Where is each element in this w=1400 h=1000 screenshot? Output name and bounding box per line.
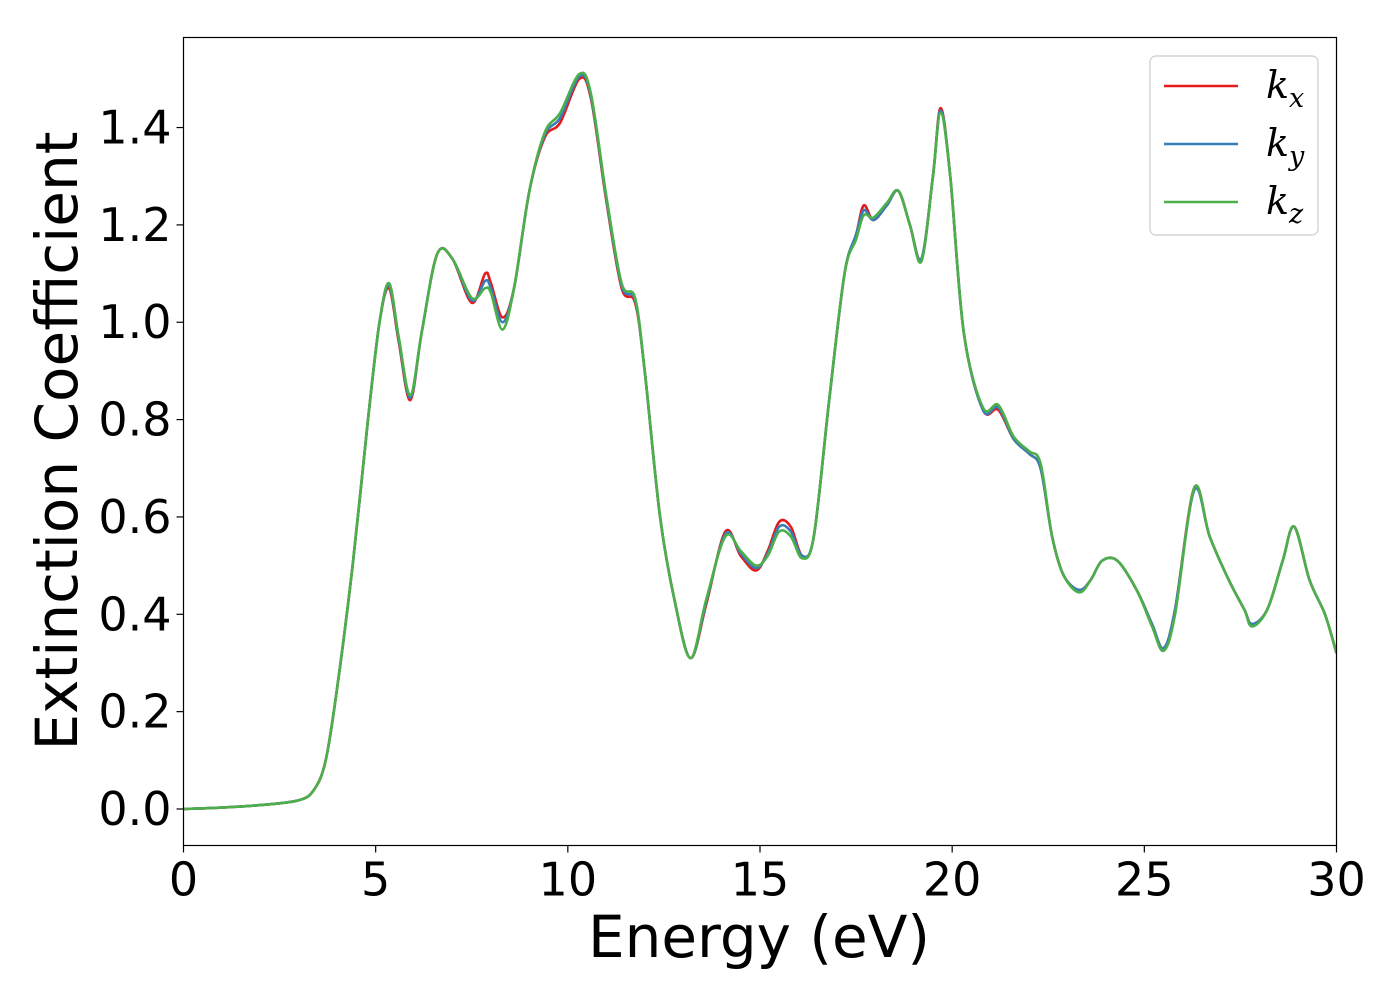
y-tick-label: 0.6 — [98, 490, 171, 544]
legend: kx ky kz — [1149, 55, 1319, 236]
legend-label: kz — [1266, 179, 1304, 230]
x-axis-title: Energy (eV) — [588, 903, 930, 971]
series-line-z — [183, 71, 1337, 811]
y-tick-label: 1.2 — [98, 198, 171, 252]
legend-label: kx — [1266, 63, 1304, 114]
x-tick-label: 30 — [1307, 853, 1366, 907]
y-tick-label: 1.0 — [98, 295, 171, 349]
x-tick-label: 20 — [923, 853, 982, 907]
y-axis-title: Extinction Coefficient — [23, 132, 91, 751]
x-tick-label: 25 — [1115, 853, 1174, 907]
y-tick-label: 0.4 — [98, 587, 171, 641]
y-tick-label: 1.4 — [98, 101, 171, 155]
y-tick-label: 0.8 — [98, 393, 171, 447]
x-tick-label: 10 — [539, 853, 598, 907]
legend-entry-x: kx — [1164, 63, 1304, 114]
x-tick-label: 5 — [361, 853, 390, 907]
y-axis: 0.0 0.2 0.4 0.6 0.8 1.0 1.2 1.4 — [98, 101, 184, 836]
x-tick-label: 0 — [169, 853, 198, 907]
x-tick-label: 15 — [731, 853, 790, 907]
legend-label: ky — [1266, 121, 1305, 172]
x-axis: 0 5 10 15 20 25 30 — [169, 845, 1366, 907]
legend-entry-z: kz — [1164, 179, 1304, 230]
legend-entry-y: ky — [1164, 121, 1305, 172]
y-tick-label: 0.0 — [98, 782, 171, 836]
y-tick-label: 0.2 — [98, 685, 171, 739]
legend-box — [1149, 55, 1319, 236]
series-layer — [183, 71, 1337, 811]
